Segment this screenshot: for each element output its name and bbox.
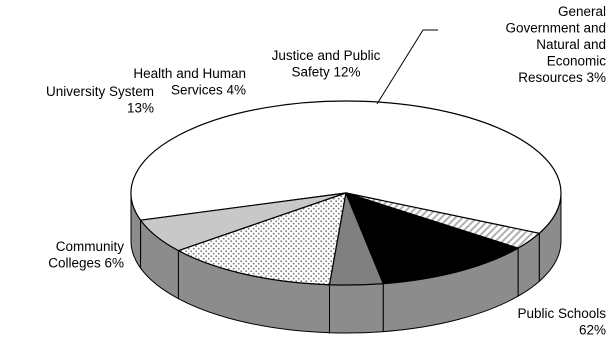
slice-label-line: 62% — [579, 323, 606, 338]
slice-label-line: Community — [56, 239, 125, 254]
slice-label-line: Resources 3% — [518, 70, 606, 85]
pie-slice-side — [329, 283, 384, 334]
slice-label-line: Government and — [505, 21, 606, 36]
slice-label: Public Schools 62% — [517, 306, 606, 338]
slice-label: Community Colleges 6% — [48, 239, 124, 271]
slice-label-line: Safety 12% — [291, 65, 360, 80]
slice-label-line: Services 4% — [171, 83, 246, 98]
leader-line — [376, 29, 438, 105]
slice-label-line: General — [558, 4, 606, 19]
pie-side-walls — [130, 192, 562, 334]
slice-label: Health and Human Services 4% — [133, 66, 246, 98]
slice-labels: Public Schools 62% Community Colleges 6% Uni… — [46, 4, 606, 338]
slice-label: General Government and Natural and Economic… — [505, 4, 606, 85]
leader-lines — [376, 29, 438, 105]
slice-label-line: Natural and — [536, 37, 606, 52]
slice-label: Justice and Public Safety 12% — [272, 48, 381, 80]
slice-label-line: Economic — [547, 54, 607, 69]
pie-slice — [177, 192, 347, 286]
slice-label: University System 13% — [46, 84, 154, 116]
slice-label-line: 13% — [127, 101, 154, 116]
slice-label-line: Colleges 6% — [48, 256, 124, 271]
slice-label-line: Health and Human — [133, 66, 246, 81]
slice-label-line: Public Schools — [517, 306, 606, 321]
pie-slice — [345, 192, 540, 249]
pie-slice — [345, 192, 519, 285]
pie-slices — [130, 100, 562, 286]
pie-slice — [130, 100, 562, 234]
slice-label-line: University System — [46, 84, 154, 99]
slice-label-line: Justice and Public — [272, 48, 381, 63]
